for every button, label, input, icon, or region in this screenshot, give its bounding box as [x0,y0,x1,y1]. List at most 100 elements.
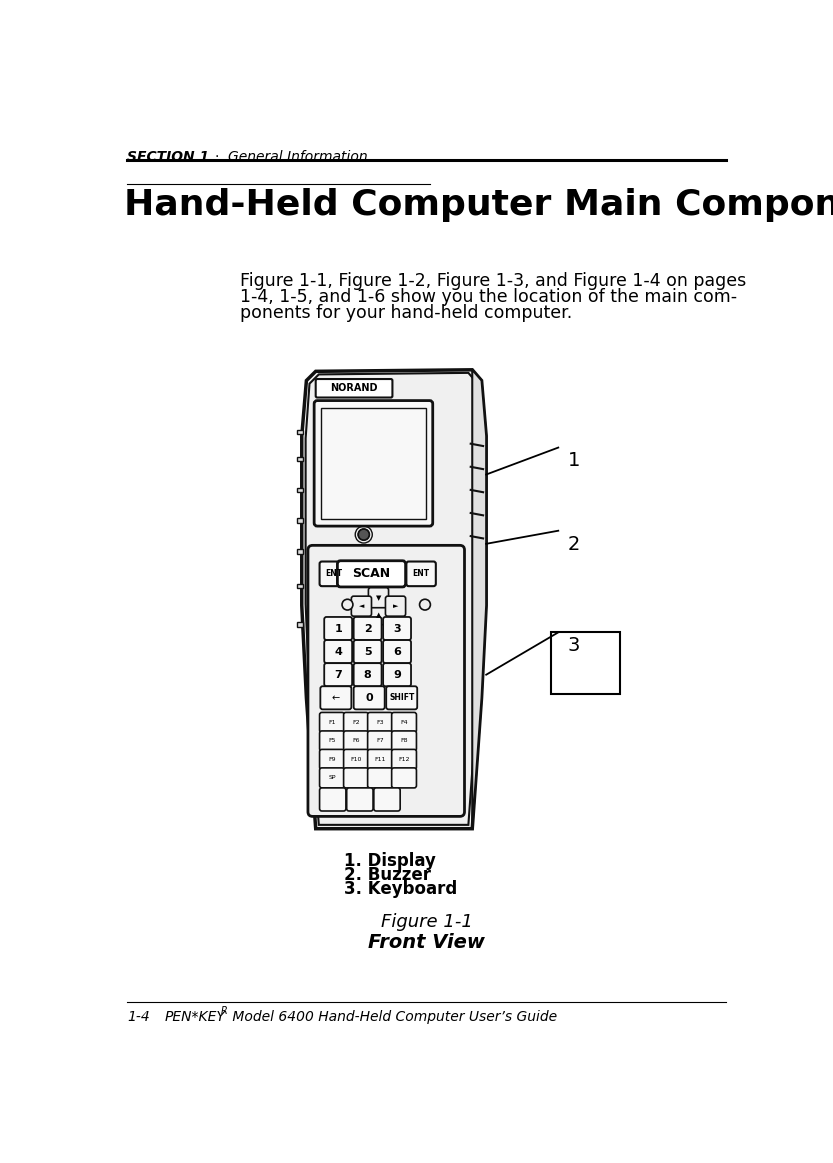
FancyBboxPatch shape [337,561,406,587]
Text: 3: 3 [393,623,401,634]
Text: ·: · [214,150,218,164]
Text: F12: F12 [398,757,410,762]
FancyBboxPatch shape [316,379,392,398]
Text: NORAND: NORAND [331,384,378,393]
FancyBboxPatch shape [324,663,352,686]
Text: F11: F11 [374,757,386,762]
Text: ENT: ENT [412,570,430,578]
Text: R: R [221,1006,227,1015]
Text: ponents for your hand-held computer.: ponents for your hand-held computer. [240,305,572,322]
Text: SECTION 1: SECTION 1 [127,150,210,164]
Text: 2. Buzzer: 2. Buzzer [344,865,431,884]
Text: 9: 9 [393,670,401,679]
Polygon shape [306,373,481,825]
Text: F3: F3 [377,720,384,725]
FancyBboxPatch shape [314,400,432,526]
FancyBboxPatch shape [392,730,416,751]
Text: F1: F1 [328,720,336,725]
FancyBboxPatch shape [387,686,417,709]
FancyBboxPatch shape [367,713,392,733]
Text: 2: 2 [567,535,580,554]
FancyBboxPatch shape [320,749,344,770]
FancyBboxPatch shape [320,713,344,733]
Text: 7: 7 [334,670,342,679]
Text: 3: 3 [567,636,580,655]
Text: 1-4, 1-5, and 1-6 show you the location of the main com-: 1-4, 1-5, and 1-6 show you the location … [240,288,737,306]
FancyBboxPatch shape [386,597,406,616]
Text: 0: 0 [366,693,373,702]
FancyBboxPatch shape [347,787,373,811]
Text: 3. Keyboard: 3. Keyboard [344,879,457,898]
Text: 8: 8 [364,670,372,679]
FancyBboxPatch shape [352,597,372,616]
FancyBboxPatch shape [320,562,349,586]
Text: SHIFT: SHIFT [389,693,414,702]
Circle shape [355,526,372,543]
Text: General Information: General Information [228,150,367,164]
FancyBboxPatch shape [324,616,352,640]
Bar [551,633,621,694]
FancyBboxPatch shape [320,730,344,751]
Text: ▼: ▼ [376,594,382,601]
Text: 1: 1 [334,623,342,634]
Text: F5: F5 [328,739,336,743]
Text: F8: F8 [401,739,408,743]
Text: ►: ► [393,604,398,609]
Bar [322,407,426,519]
FancyBboxPatch shape [383,616,411,640]
Polygon shape [472,370,486,829]
Bar [297,430,303,435]
FancyBboxPatch shape [308,545,465,816]
FancyBboxPatch shape [343,713,368,733]
FancyBboxPatch shape [321,686,352,709]
Text: Front View: Front View [368,933,485,951]
Text: ▲: ▲ [376,612,382,618]
Text: SCAN: SCAN [352,568,391,580]
Text: 6: 6 [393,647,401,657]
Polygon shape [302,370,486,829]
Bar [297,519,303,523]
FancyBboxPatch shape [392,713,416,733]
FancyBboxPatch shape [324,640,352,663]
Text: PEN*KEY: PEN*KEY [165,1009,226,1023]
FancyBboxPatch shape [367,768,392,787]
Text: 1-4: 1-4 [127,1009,150,1023]
Circle shape [358,529,369,540]
Text: Figure 1-1: Figure 1-1 [381,913,472,932]
Text: ←: ← [332,693,340,702]
Text: F10: F10 [351,757,362,762]
Circle shape [358,529,369,540]
Text: F9: F9 [328,757,336,762]
Text: 5: 5 [364,647,372,657]
FancyBboxPatch shape [354,616,382,640]
Text: F6: F6 [352,739,360,743]
FancyBboxPatch shape [343,749,368,770]
Text: 2: 2 [364,623,372,634]
Text: Hand-Held Computer Main Components: Hand-Held Computer Main Components [123,188,833,222]
FancyBboxPatch shape [392,749,416,770]
Text: ◄: ◄ [359,604,364,609]
FancyBboxPatch shape [383,663,411,686]
Bar [297,549,303,554]
FancyBboxPatch shape [407,562,436,586]
Text: 1: 1 [567,451,580,470]
FancyBboxPatch shape [343,730,368,751]
Text: F7: F7 [377,739,384,743]
FancyBboxPatch shape [374,787,400,811]
Text: SP: SP [328,776,336,780]
Bar [297,487,303,492]
FancyBboxPatch shape [320,768,344,787]
FancyBboxPatch shape [354,640,382,663]
Text: 4: 4 [334,647,342,657]
FancyBboxPatch shape [368,605,388,625]
FancyBboxPatch shape [368,587,388,608]
Text: Figure 1-1, Figure 1-2, Figure 1-3, and Figure 1-4 on pages: Figure 1-1, Figure 1-2, Figure 1-3, and … [240,272,746,290]
Bar [297,457,303,462]
Circle shape [342,599,353,611]
FancyBboxPatch shape [383,640,411,663]
Bar [297,584,303,588]
Text: Model 6400 Hand-Held Computer User’s Guide: Model 6400 Hand-Held Computer User’s Gui… [228,1009,557,1023]
FancyBboxPatch shape [367,730,392,751]
Text: F2: F2 [352,720,360,725]
FancyBboxPatch shape [354,686,385,709]
